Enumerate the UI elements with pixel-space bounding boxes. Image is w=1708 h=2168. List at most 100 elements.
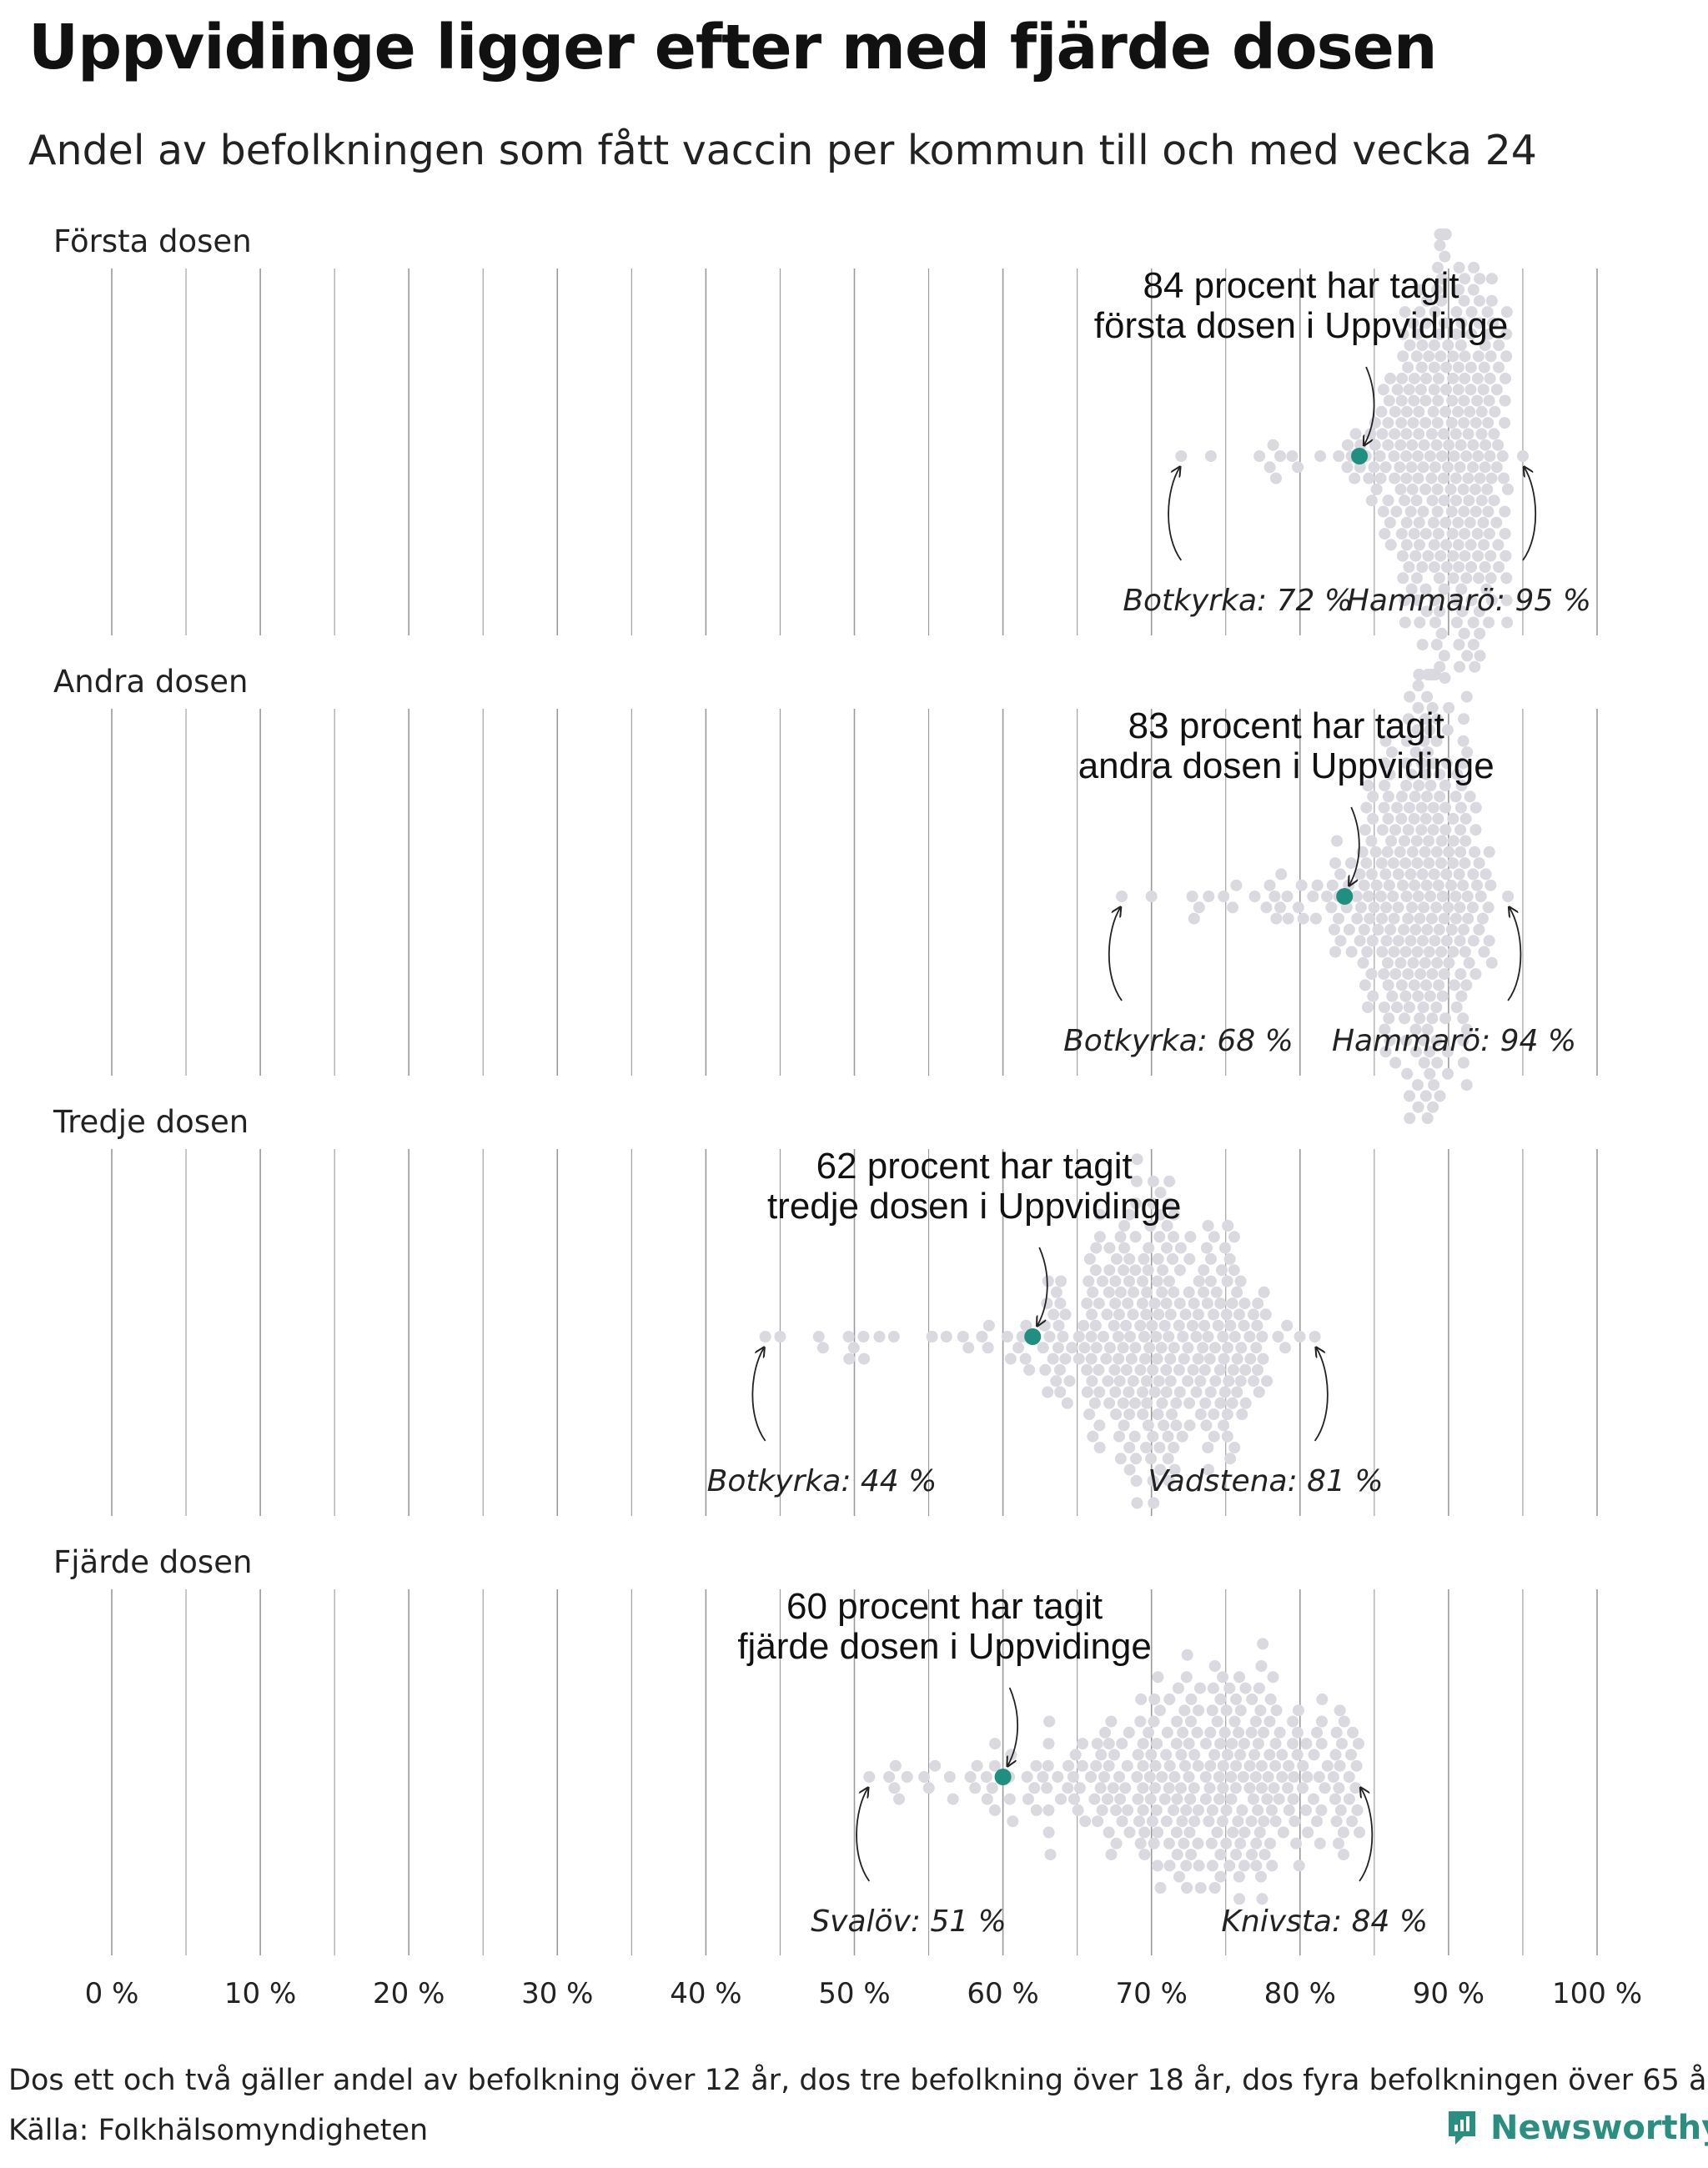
municipality-dot <box>1382 979 1394 991</box>
municipality-dot <box>1439 1012 1452 1025</box>
municipality-dot <box>1444 879 1457 891</box>
highlight-label-line2: andra dosen i Uppvidinge <box>1078 745 1494 786</box>
municipality-dot <box>1435 294 1448 307</box>
municipality-dot <box>1123 1408 1136 1421</box>
municipality-dot <box>1188 1749 1201 1761</box>
municipality-dot <box>1050 1375 1062 1388</box>
x-tick-label: 50 % <box>818 1977 890 2010</box>
municipality-dot <box>1406 439 1419 451</box>
municipality-dot <box>1258 1815 1270 1828</box>
municipality-dot <box>1204 1386 1217 1398</box>
municipality-dot <box>1252 1738 1264 1750</box>
municipality-dot <box>1500 328 1513 340</box>
municipality-dot <box>1428 561 1440 573</box>
municipality-dot <box>1203 1782 1216 1794</box>
municipality-dot <box>1276 1771 1289 1783</box>
municipality-dot <box>1383 1012 1395 1025</box>
municipality-dot <box>1155 1342 1168 1354</box>
municipality-dot <box>1400 450 1413 462</box>
municipality-dot <box>1118 1220 1131 1232</box>
municipality-dot <box>1467 868 1479 881</box>
municipality-dot <box>1376 428 1389 440</box>
municipality-dot <box>1162 1430 1174 1443</box>
municipality-dot <box>1490 516 1503 529</box>
municipality-dot <box>1424 990 1436 1002</box>
municipality-dot <box>1063 1375 1076 1388</box>
municipality-dot <box>1421 923 1434 936</box>
municipality-dot <box>1087 1430 1099 1443</box>
source-note: Källa: Folkhälsomyndigheten <box>8 2114 429 2147</box>
municipality-dot <box>1376 946 1389 958</box>
municipality-dot <box>1412 680 1424 692</box>
municipality-dot <box>1188 912 1200 925</box>
municipality-dot <box>1248 1749 1261 1761</box>
municipality-dot <box>1488 494 1500 507</box>
municipality-dot <box>1414 968 1427 981</box>
municipality-dot <box>1413 539 1425 551</box>
municipality-dot <box>1502 891 1515 902</box>
municipality-dot <box>1365 494 1378 507</box>
municipality-dot <box>1131 1497 1143 1509</box>
municipality-dot <box>1405 583 1418 595</box>
municipality-dot <box>888 1782 901 1794</box>
municipality-dot <box>901 1771 913 1783</box>
municipality-dot <box>1399 835 1411 847</box>
municipality-dot <box>1137 1408 1149 1421</box>
municipality-dot <box>1223 1375 1235 1388</box>
municipality-dot <box>1041 1297 1053 1310</box>
highlight-arrow <box>1364 366 1375 444</box>
municipality-dot <box>1435 273 1448 285</box>
municipality-dot <box>1163 1693 1176 1705</box>
municipality-dot <box>1449 790 1462 803</box>
municipality-dot <box>1459 857 1471 870</box>
highlight-arrow <box>1037 1247 1048 1325</box>
municipality-dot <box>1121 1759 1133 1772</box>
municipality-dot <box>1101 1308 1113 1321</box>
municipality-dot <box>1067 1771 1079 1783</box>
municipality-dot <box>1364 912 1376 925</box>
municipality-dot <box>1108 1749 1121 1761</box>
municipality-dot <box>1183 1252 1196 1265</box>
municipality-dot <box>1090 1242 1103 1254</box>
municipality-dot <box>1012 1342 1025 1354</box>
municipality-dot <box>1238 1859 1250 1872</box>
municipality-dot <box>1465 306 1478 319</box>
municipality-dot <box>1469 505 1482 518</box>
municipality-dot <box>1412 990 1424 1002</box>
municipality-dot <box>1168 1804 1180 1816</box>
municipality-dot <box>1417 505 1429 518</box>
municipality-dot <box>1424 1046 1436 1058</box>
municipality-dot <box>1412 701 1424 714</box>
municipality-dot <box>1379 780 1391 791</box>
municipality-dot <box>1158 1419 1170 1432</box>
municipality-dot <box>1164 1352 1177 1365</box>
min-arrow <box>751 1348 766 1442</box>
newsworthy-logo-icon <box>1449 2111 1475 2145</box>
municipality-dot <box>1110 1837 1123 1849</box>
municipality-dot <box>1418 1056 1430 1069</box>
municipality-dot <box>847 1342 860 1354</box>
municipality-dot <box>1412 1101 1424 1113</box>
municipality-dot <box>1103 1342 1116 1354</box>
x-tick-label: 80 % <box>1264 1977 1336 2010</box>
municipality-dot <box>1147 1197 1159 1210</box>
municipality-dot <box>1358 879 1370 891</box>
municipality-dot <box>1123 1826 1136 1839</box>
municipality-dot <box>1319 1782 1331 1794</box>
municipality-dot <box>1146 1815 1158 1828</box>
municipality-dot <box>843 1352 856 1365</box>
municipality-dot <box>1132 1793 1144 1805</box>
brand-logo[interactable]: Newsworthy <box>1445 2108 1708 2148</box>
municipality-dot <box>1449 472 1462 484</box>
municipality-dot <box>1384 516 1396 529</box>
municipality-dot <box>1203 1815 1215 1828</box>
municipality-dot <box>1410 494 1423 507</box>
municipality-dot <box>1109 1804 1122 1816</box>
municipality-dot <box>1122 1297 1134 1310</box>
municipality-dot <box>1042 1275 1054 1287</box>
municipality-dot <box>1270 1704 1283 1717</box>
municipality-dot <box>1093 1442 1106 1453</box>
municipality-dot <box>1147 1363 1159 1376</box>
municipality-dot <box>1253 450 1266 462</box>
municipality-dot <box>1314 1837 1326 1849</box>
